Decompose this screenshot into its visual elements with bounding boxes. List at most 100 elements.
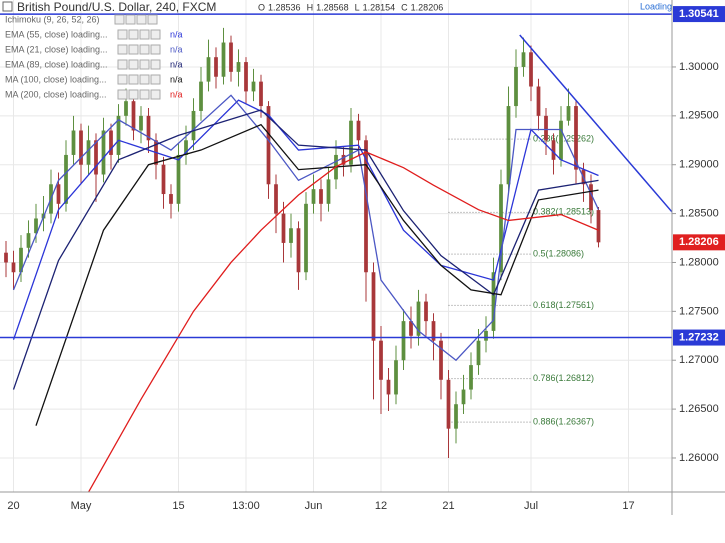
- fib-label: 0.5(1.28086): [533, 248, 584, 258]
- symbol-icon: [2, 1, 13, 12]
- candle-body: [349, 120, 353, 165]
- candle-body: [101, 130, 106, 175]
- legend-icon[interactable]: [150, 29, 161, 40]
- candle-body: [214, 57, 218, 77]
- candle-body: [19, 247, 23, 273]
- candle-body: [521, 52, 526, 67]
- legend-icon[interactable]: [117, 59, 128, 70]
- candle-body: [4, 252, 8, 263]
- candle-body: [184, 140, 188, 155]
- fib-label: 0.786(1.26812): [533, 373, 594, 383]
- price-label: 1.27232: [679, 331, 719, 343]
- legend-icon[interactable]: [128, 29, 139, 40]
- ohlc-key: C: [401, 2, 408, 12]
- candle-body: [469, 365, 473, 390]
- legend-icon[interactable]: [150, 44, 161, 55]
- legend-icon[interactable]: [128, 89, 139, 100]
- legend-icon[interactable]: [139, 59, 150, 70]
- candle-body: [199, 81, 203, 111]
- legend: British Pound/U.S. Dollar, 240, FXCM Loa…: [2, 0, 672, 100]
- legend-icon[interactable]: [117, 74, 128, 85]
- candle-body: [409, 321, 413, 336]
- x-tick-label: Jun: [305, 500, 323, 512]
- ohlc-value: 1.28568: [316, 2, 349, 12]
- candle-body: [439, 340, 443, 380]
- candle-body: [559, 120, 563, 160]
- legend-icon[interactable]: [147, 14, 158, 25]
- y-tick-label: 1.26000: [679, 452, 719, 464]
- legend-icon[interactable]: [150, 59, 161, 70]
- x-tick-label: May: [71, 500, 92, 512]
- loading-status: Loading: [640, 1, 672, 11]
- y-tick-label: 1.27500: [679, 305, 719, 317]
- candle-body: [529, 52, 533, 87]
- y-tick-label: 1.27000: [679, 354, 719, 366]
- candle-body: [371, 272, 376, 341]
- legend-icon[interactable]: [117, 89, 128, 100]
- legend-icon[interactable]: [150, 74, 161, 85]
- series-value: n/a: [170, 59, 183, 69]
- legend-icon[interactable]: [139, 89, 150, 100]
- series-legend: MA (100, close) loading...: [5, 74, 107, 84]
- fib-label: 0.236(1.29262): [533, 133, 594, 143]
- x-tick-label: 21: [442, 500, 454, 512]
- candle-body: [424, 301, 428, 322]
- candle-body: [551, 140, 556, 160]
- candle-body: [244, 62, 248, 92]
- legend-icon[interactable]: [128, 74, 139, 85]
- fib-label: 0.886(1.26367): [533, 416, 594, 426]
- legend-icon[interactable]: [117, 29, 128, 40]
- legend-icon[interactable]: [150, 89, 161, 100]
- candle-body: [431, 321, 436, 341]
- candle-body: [124, 101, 128, 116]
- candle-body: [326, 179, 331, 204]
- candle-body: [161, 164, 166, 195]
- legend-icon[interactable]: [139, 74, 150, 85]
- candle-body: [499, 184, 503, 273]
- candle-body: [319, 189, 323, 204]
- legend-icon[interactable]: [114, 14, 125, 25]
- legend-icon[interactable]: [128, 59, 139, 70]
- series-legend: EMA (55, close) loading...: [5, 29, 108, 39]
- y-tick-label: 1.28000: [679, 256, 719, 268]
- plot-area: 0.236(1.29262) 0.382(1.28513) 0.5(1.28086)…: [0, 13, 673, 493]
- last-price-box: [673, 234, 725, 251]
- candle-body: [206, 57, 211, 82]
- y-tick-label: 1.26500: [679, 403, 719, 415]
- candle-body: [94, 140, 98, 175]
- indicator-line: [87, 151, 599, 493]
- legend-icon[interactable]: [139, 44, 150, 55]
- legend-icon[interactable]: [136, 14, 147, 25]
- candle-body: [536, 86, 541, 116]
- candle-body: [461, 389, 466, 405]
- legend-icon[interactable]: [128, 44, 139, 55]
- legend-icon[interactable]: [125, 14, 136, 25]
- candle-body: [416, 301, 421, 336]
- series-value: n/a: [170, 29, 183, 39]
- candle-body: [566, 106, 571, 121]
- price-label-box: [673, 329, 725, 346]
- series-legend: EMA (21, close) loading...: [5, 44, 108, 54]
- candle-body: [394, 360, 398, 395]
- series-value: n/a: [170, 74, 183, 84]
- candle-body: [281, 213, 286, 243]
- ohlc-key: L: [355, 2, 360, 12]
- candle-body: [259, 81, 263, 107]
- candle-body: [401, 321, 406, 361]
- legend-icon[interactable]: [117, 44, 128, 55]
- series-legend: EMA (89, close) loading...: [5, 59, 108, 69]
- series-value: n/a: [170, 44, 183, 54]
- candle-body: [386, 379, 391, 395]
- ohlc-value: 1.28206: [411, 2, 444, 12]
- candle-body: [221, 42, 226, 77]
- fib-label: 0.382(1.28513): [533, 207, 594, 217]
- series-value: n/a: [170, 89, 183, 99]
- y-tick-label: 1.30000: [679, 61, 719, 73]
- candle-body: [251, 81, 256, 92]
- candle-body: [236, 62, 241, 72]
- legend-icon[interactable]: [139, 29, 150, 40]
- x-tick-label: 12: [375, 500, 387, 512]
- candle-body: [446, 379, 451, 429]
- candle-body: [356, 120, 361, 141]
